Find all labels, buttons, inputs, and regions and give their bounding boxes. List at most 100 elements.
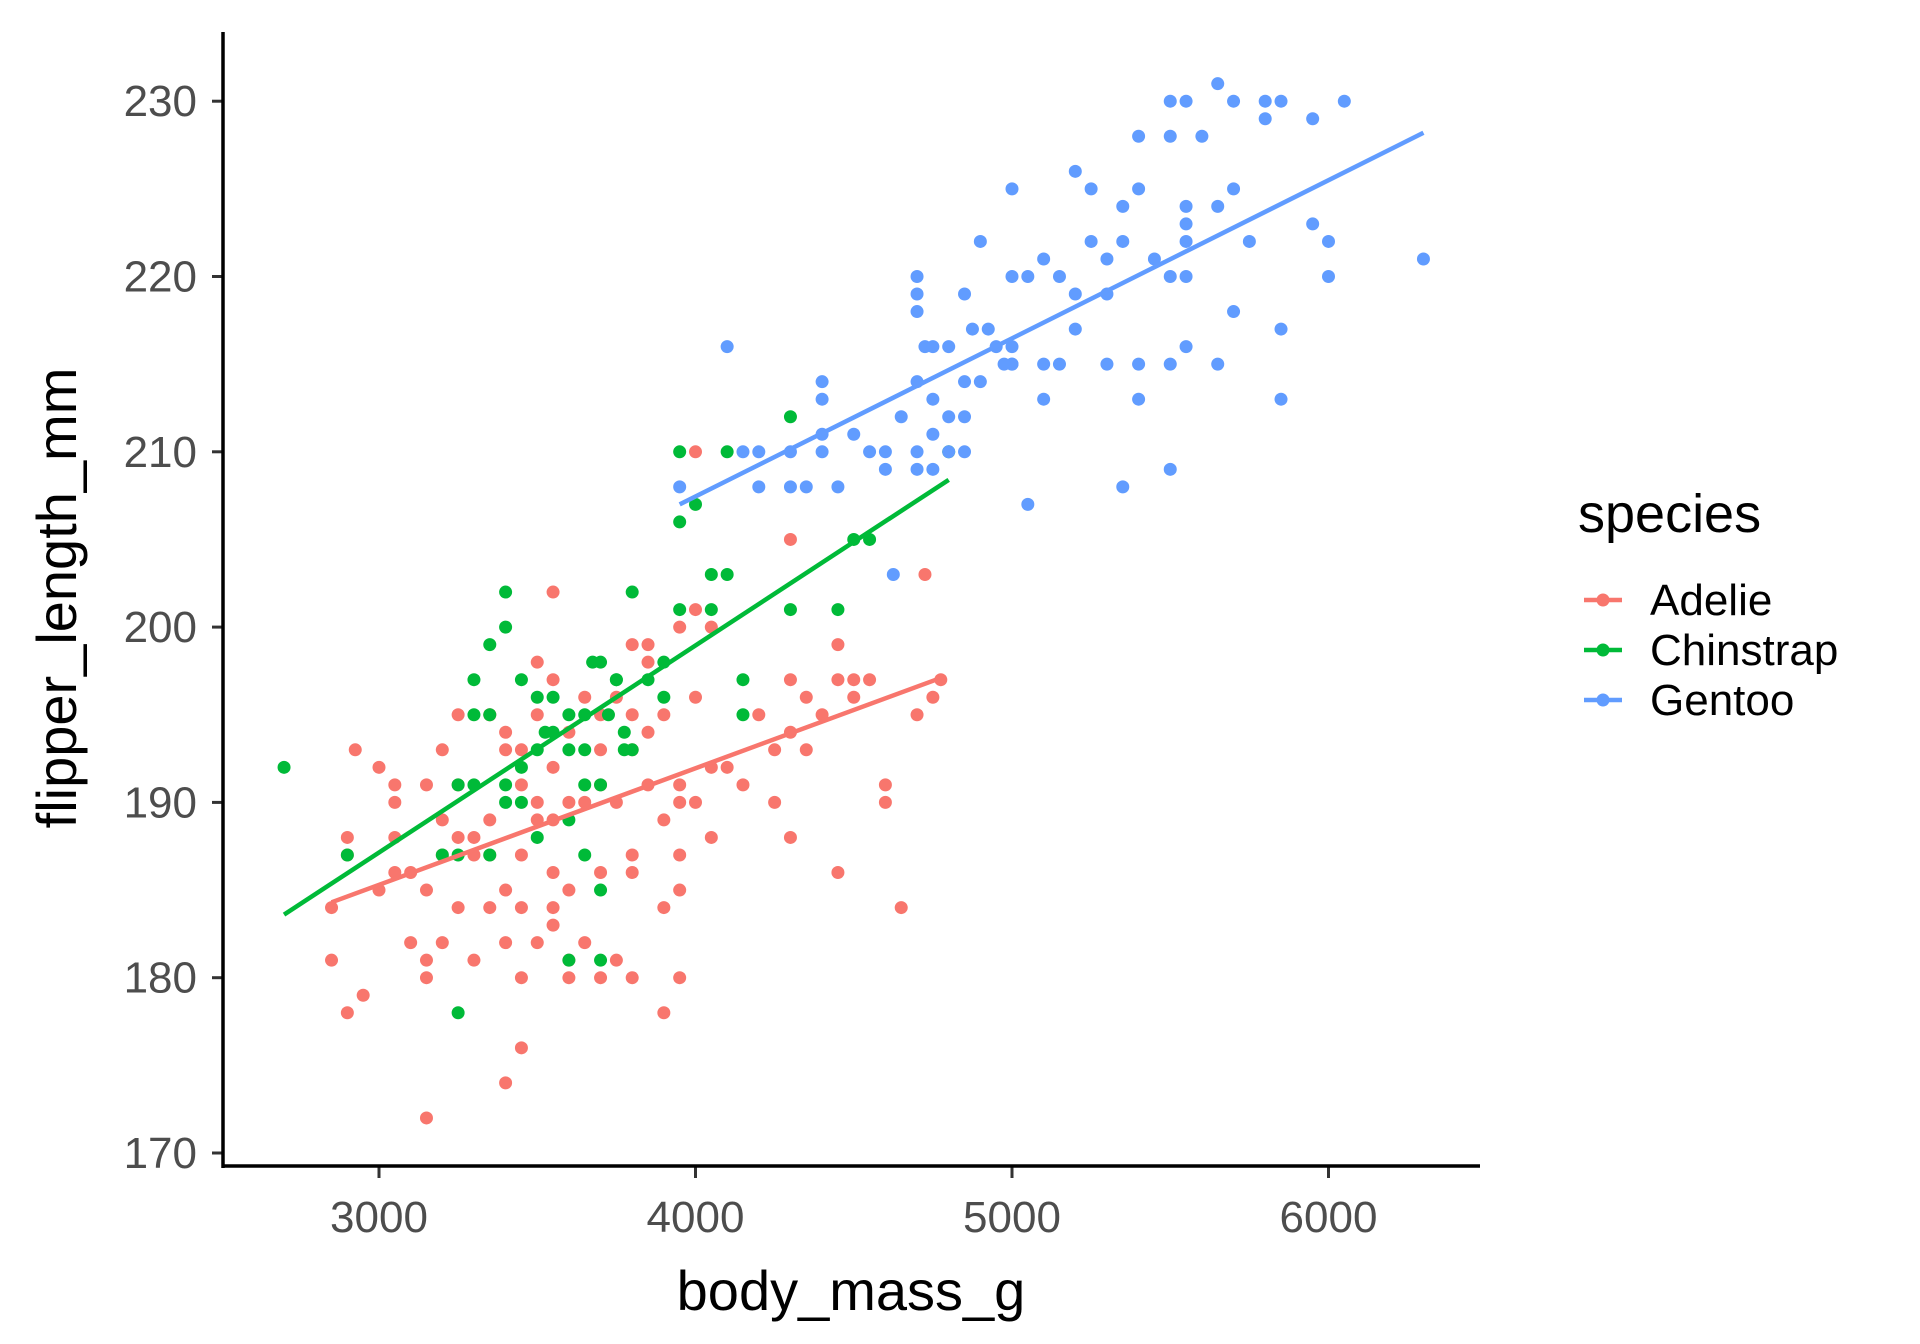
point-gentoo <box>1132 129 1146 143</box>
point-gentoo <box>1163 94 1177 108</box>
point-adelie <box>831 866 845 880</box>
point-chinstrap <box>451 778 465 792</box>
point-adelie <box>451 708 465 722</box>
y-axis-title: flipper_length_mm <box>25 368 88 829</box>
point-gentoo <box>1037 392 1051 406</box>
point-adelie <box>499 883 513 897</box>
point-chinstrap <box>514 673 528 687</box>
point-adelie <box>340 1006 354 1020</box>
point-gentoo <box>831 480 845 494</box>
point-chinstrap <box>704 603 718 617</box>
point-chinstrap <box>720 445 734 459</box>
point-adelie <box>435 743 449 757</box>
point-gentoo <box>1163 357 1177 371</box>
point-adelie <box>847 690 861 704</box>
x-tick-label: 5000 <box>963 1193 1061 1242</box>
point-adelie <box>419 971 433 985</box>
point-gentoo <box>926 462 940 476</box>
point-chinstrap <box>451 1006 465 1020</box>
point-chinstrap <box>467 708 481 722</box>
legend-label-chinstrap: Chinstrap <box>1650 626 1838 675</box>
point-gentoo <box>1322 270 1335 283</box>
point-chinstrap <box>530 690 544 704</box>
point-chinstrap <box>514 795 528 809</box>
point-adelie <box>641 655 655 669</box>
point-gentoo <box>1116 199 1130 213</box>
point-gentoo <box>942 340 956 354</box>
point-adelie <box>435 936 449 950</box>
point-adelie <box>435 813 449 827</box>
point-adelie <box>673 778 687 792</box>
point-gentoo <box>1132 182 1146 196</box>
point-chinstrap <box>783 603 797 617</box>
point-adelie <box>657 708 671 722</box>
point-adelie <box>847 673 861 687</box>
point-chinstrap <box>499 585 513 599</box>
point-gentoo <box>752 480 766 494</box>
point-chinstrap <box>530 830 544 844</box>
point-gentoo <box>886 568 900 582</box>
point-gentoo <box>997 357 1011 371</box>
legend-key-point-gentoo <box>1596 693 1610 707</box>
legend-title: species <box>1578 484 1761 544</box>
trend-line-gentoo <box>678 130 1425 507</box>
point-adelie <box>483 901 497 915</box>
point-adelie <box>910 708 924 722</box>
point-gentoo <box>1037 252 1051 266</box>
point-gentoo <box>926 340 940 354</box>
point-gentoo <box>878 445 892 459</box>
point-adelie <box>356 988 370 1002</box>
point-adelie <box>673 883 687 897</box>
point-adelie <box>815 708 829 722</box>
point-adelie <box>783 532 797 546</box>
trend-line-chinstrap <box>282 477 950 917</box>
legend-key-point-adelie <box>1596 593 1610 607</box>
point-adelie <box>831 638 845 652</box>
point-gentoo <box>910 305 924 319</box>
point-adelie <box>594 743 608 757</box>
legend-label-adelie: Adelie <box>1650 576 1772 625</box>
point-gentoo <box>1163 462 1177 476</box>
y-tick-label: 170 <box>124 1129 197 1178</box>
point-gentoo <box>863 445 877 459</box>
point-gentoo <box>1021 270 1035 283</box>
point-adelie <box>562 971 576 985</box>
point-chinstrap <box>704 568 718 582</box>
point-chinstrap <box>609 673 623 687</box>
point-gentoo <box>1179 270 1193 283</box>
point-gentoo <box>1116 234 1130 248</box>
point-gentoo <box>981 322 995 336</box>
point-gentoo <box>815 375 829 389</box>
point-gentoo <box>1052 270 1066 283</box>
point-adelie <box>530 655 544 669</box>
point-adelie <box>530 708 544 722</box>
point-adelie <box>752 708 766 722</box>
point-gentoo <box>958 445 972 459</box>
point-chinstrap <box>625 585 639 599</box>
point-adelie <box>546 866 560 880</box>
legend-label-gentoo: Gentoo <box>1650 676 1794 725</box>
point-gentoo <box>1179 340 1193 354</box>
point-chinstrap <box>601 708 615 722</box>
point-chinstrap <box>617 725 631 739</box>
point-gentoo <box>1306 112 1320 126</box>
point-adelie <box>530 936 544 950</box>
point-adelie <box>594 866 608 880</box>
x-tick-label: 3000 <box>330 1193 428 1242</box>
x-axis-title: body_mass_g <box>677 1259 1026 1322</box>
y-tick-label: 180 <box>124 954 197 1003</box>
point-adelie <box>894 901 908 915</box>
point-gentoo <box>736 445 750 459</box>
point-gentoo <box>973 375 987 389</box>
data-points <box>277 77 1430 1125</box>
point-gentoo <box>1052 357 1066 371</box>
point-chinstrap <box>277 760 291 774</box>
point-gentoo <box>1416 252 1430 266</box>
legend-key-point-chinstrap <box>1596 643 1610 657</box>
point-adelie <box>831 673 845 687</box>
point-gentoo <box>815 392 829 406</box>
point-chinstrap <box>594 883 608 897</box>
trend-line-adelie <box>330 675 942 905</box>
point-adelie <box>499 725 513 739</box>
point-adelie <box>768 795 782 809</box>
